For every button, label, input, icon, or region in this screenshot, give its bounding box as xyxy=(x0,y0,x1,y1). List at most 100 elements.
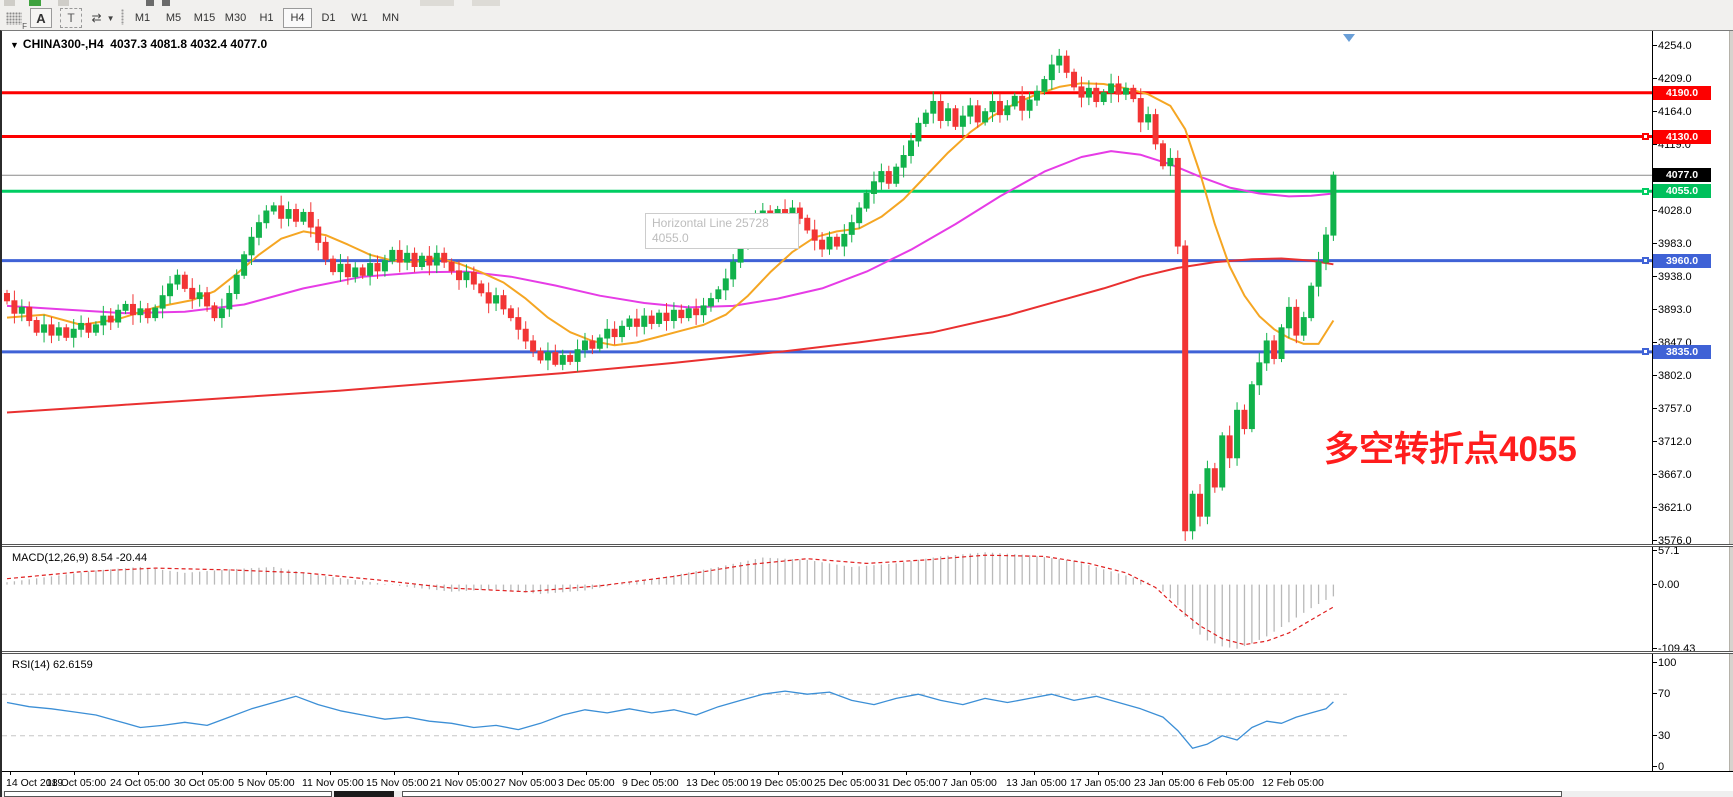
candle-body xyxy=(174,274,181,285)
date-tick xyxy=(74,771,75,775)
clipped-icon xyxy=(146,0,154,6)
rsi-panel[interactable] xyxy=(2,654,1652,771)
timeframe-button-D1[interactable]: D1 xyxy=(321,12,336,24)
candle-body xyxy=(1263,340,1270,364)
ma-slow-red xyxy=(6,257,1334,414)
candle-body xyxy=(33,320,40,333)
candle-body xyxy=(996,100,1003,116)
timeframe-button-M30[interactable]: M30 xyxy=(224,12,247,24)
hline-handle-4130[interactable] xyxy=(1642,133,1649,141)
candle-body xyxy=(1271,340,1278,359)
candle-body xyxy=(670,309,677,322)
date-tick xyxy=(10,771,11,775)
candle-body xyxy=(263,210,270,224)
date-label-5: 5 Nov 05:00 xyxy=(238,777,295,789)
price-tick-4209.0: 4209.0 xyxy=(1653,72,1692,85)
text-label-button[interactable]: T xyxy=(60,8,82,28)
hline-tooltip: Horizontal Line 25728 4055.0 xyxy=(645,213,799,249)
ohlc-values: 4037.3 4081.8 4032.4 4077.0 xyxy=(110,37,268,51)
candle-body xyxy=(11,300,18,314)
price-axis[interactable] xyxy=(1653,31,1729,797)
candle-body xyxy=(1234,409,1241,459)
candle-body xyxy=(463,271,470,281)
date-tick xyxy=(202,771,203,775)
date-axis[interactable]: 14 Oct 2019 18 Oct 05:00 24 Oct 05:00 30 Oc… xyxy=(2,771,1733,793)
chart-shift-marker[interactable] xyxy=(1343,34,1355,42)
date-tick xyxy=(1098,771,1099,775)
timeframe-button-H1[interactable]: H1 xyxy=(259,12,274,24)
main-price-chart[interactable] xyxy=(2,31,1652,544)
date-axis-line xyxy=(2,771,1733,772)
candle-body xyxy=(633,318,640,327)
candle-body xyxy=(1004,105,1011,116)
clipped-icon xyxy=(58,0,69,6)
candle-body xyxy=(1226,435,1233,459)
timeframe-button-W1[interactable]: W1 xyxy=(351,12,368,24)
timeframe-button-MN[interactable]: MN xyxy=(381,12,400,24)
date-label-13: 19 Dec 05:00 xyxy=(750,777,813,789)
hline-handle-3835[interactable] xyxy=(1642,348,1649,356)
panel-separator[interactable] xyxy=(2,544,1733,547)
candle-body xyxy=(1130,87,1137,100)
date-tick xyxy=(970,771,971,775)
timeframe-button-M15[interactable]: M15 xyxy=(193,12,216,24)
window-edge xyxy=(1729,31,1733,797)
scrollbar-track-left[interactable] xyxy=(4,791,332,797)
scrollbar-thumb[interactable] xyxy=(334,791,394,797)
grid-properties-button[interactable]: F xyxy=(3,8,27,31)
macd-panel[interactable] xyxy=(2,547,1652,651)
candle-body xyxy=(937,100,944,121)
price-badge-4190.0: 4190.0 xyxy=(1653,85,1711,100)
candle-body xyxy=(337,263,344,273)
candle-body xyxy=(982,111,989,123)
timeframe-button-M5[interactable]: M5 xyxy=(165,12,182,24)
date-label-18: 17 Jan 05:00 xyxy=(1070,777,1131,789)
candle-body xyxy=(218,308,225,319)
candle-body xyxy=(204,292,211,307)
date-label-1: 14 Oct 2019 xyxy=(6,777,64,789)
candle-body xyxy=(1108,83,1115,94)
chart-window[interactable]: ▼ CHINA300-,H4 4037.3 4081.8 4032.4 4077.… xyxy=(0,30,1733,797)
candle-body xyxy=(137,308,144,316)
font-button[interactable]: A xyxy=(30,8,52,28)
panel-separator[interactable] xyxy=(2,651,1733,654)
candle-body xyxy=(507,308,514,319)
candle-body xyxy=(1308,285,1315,319)
hline-handle-4055[interactable] xyxy=(1642,187,1649,195)
chevron-down-icon[interactable]: ▼ xyxy=(10,40,19,50)
date-tick xyxy=(266,771,267,775)
date-label-9: 27 Nov 05:00 xyxy=(494,777,557,789)
candle-body xyxy=(707,298,714,307)
scrollbar-track-right[interactable] xyxy=(402,791,1562,797)
candle-body xyxy=(1137,98,1144,123)
candle-body xyxy=(285,209,292,219)
hline-handle-3960[interactable] xyxy=(1642,257,1649,265)
date-label-6: 11 Nov 05:00 xyxy=(302,777,364,789)
date-tick xyxy=(330,771,331,775)
timeframe-button-M1[interactable]: M1 xyxy=(134,12,151,24)
candle-body xyxy=(648,315,655,324)
candle-body xyxy=(1197,493,1204,517)
toolbar-drag-handle[interactable] xyxy=(121,9,124,25)
candle-body xyxy=(92,324,99,333)
timeframe-button-H4[interactable]: H4 xyxy=(283,8,312,28)
rsi-tick-0: 0 xyxy=(1652,761,1665,773)
horizontal-scrollbar[interactable] xyxy=(2,791,1733,797)
candle-body xyxy=(426,255,433,266)
price-badge-4130.0: 4130.0 xyxy=(1653,129,1711,144)
arrange-button[interactable]: ⇄ ▼ xyxy=(88,8,118,28)
candle-body xyxy=(1048,64,1055,81)
macd-signal-line xyxy=(6,554,1334,646)
candle-body xyxy=(1085,87,1092,98)
candle-body xyxy=(619,325,626,338)
candle-body xyxy=(1122,87,1129,95)
candle-body xyxy=(1026,99,1033,111)
candle-body xyxy=(1100,92,1107,102)
candle-body xyxy=(567,355,574,362)
candle-body xyxy=(367,263,374,276)
date-label-14: 25 Dec 05:00 xyxy=(814,777,877,789)
candle-body xyxy=(1145,114,1152,123)
date-tick xyxy=(1226,771,1227,775)
candle-body xyxy=(611,328,618,338)
candle-body xyxy=(478,283,485,294)
